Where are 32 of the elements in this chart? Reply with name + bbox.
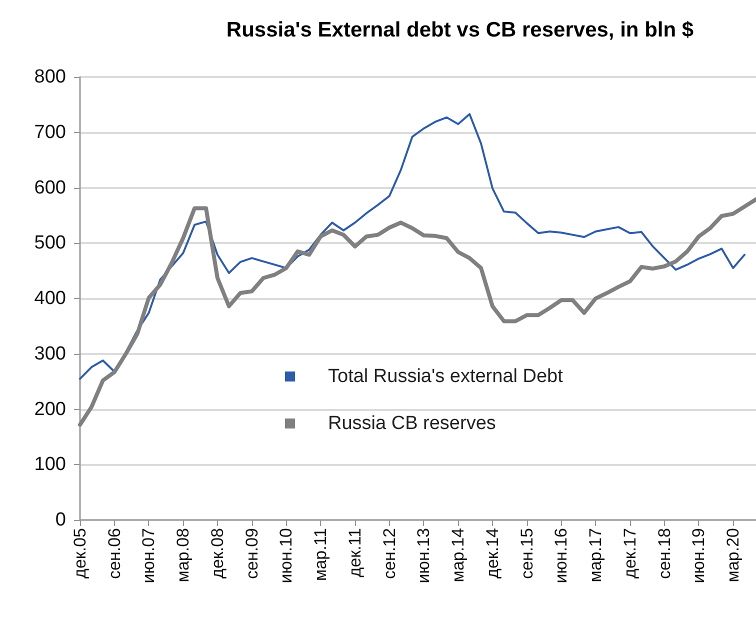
x-tick-label: июн.10 [276, 528, 296, 584]
y-tick-label: 400 [34, 288, 66, 309]
x-tick-label: июн.13 [414, 528, 434, 584]
x-tick-label: дек.14 [482, 528, 502, 578]
x-tick-label: июн.16 [552, 528, 571, 584]
x-tick-label: дек.08 [208, 528, 227, 578]
x-tick-label: мар.20 [724, 528, 743, 582]
legend-label: Russia CB reserves [328, 413, 496, 434]
x-tick-label: мар.11 [311, 528, 330, 581]
x-tick-label: мар.14 [448, 528, 468, 582]
x-tick-label: мар.17 [586, 528, 606, 582]
x-tick-label: дек.11 [345, 528, 364, 578]
legend-label: Total Russia's external Debt [328, 366, 564, 387]
x-tick-label: сен.09 [242, 528, 262, 579]
y-tick-label: 500 [34, 232, 66, 254]
x-tick-label: дек.05 [70, 528, 90, 578]
x-tick-label: сен.12 [380, 528, 399, 579]
y-tick-label: 700 [34, 122, 66, 143]
x-tick-label: сен.15 [517, 528, 536, 579]
y-tick-label: 100 [34, 454, 66, 476]
x-tick-label: дек.17 [620, 528, 640, 578]
chart-title: Russia's External debt vs CB reserves, in bln $ [226, 18, 694, 42]
x-tick-label: июн.19 [689, 528, 708, 584]
x-tick-label: сен.18 [654, 528, 674, 579]
x-tick-label: июн.07 [139, 528, 158, 584]
x-tick-label: мар.08 [174, 528, 193, 582]
y-tick-label: 800 [34, 66, 66, 88]
y-tick-label: 300 [34, 343, 66, 364]
y-tick-label: 0 [55, 510, 66, 530]
y-tick-label: 600 [34, 177, 66, 198]
y-tick-label: 200 [34, 398, 66, 420]
x-tick-label: сен.06 [104, 528, 124, 579]
